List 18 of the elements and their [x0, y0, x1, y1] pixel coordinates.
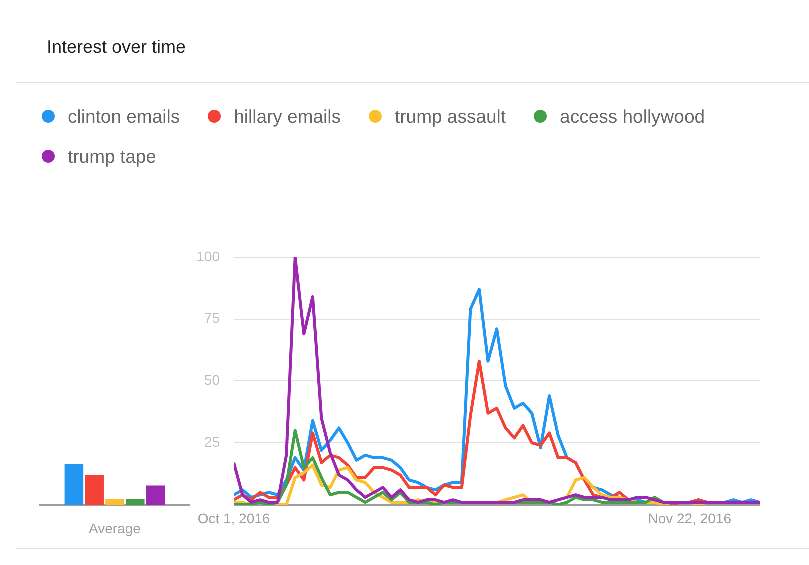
legend-label: trump tape	[67, 144, 156, 169]
bar	[85, 475, 104, 505]
x-tick-label: Oct 1, 2016	[198, 510, 270, 526]
legend-label: hillary emails	[233, 104, 341, 129]
y-tick-label: 100	[196, 248, 220, 264]
y-tick-label: 50	[204, 372, 220, 388]
bar	[106, 499, 124, 505]
legend-label: clinton emails	[67, 104, 180, 128]
bar	[126, 499, 145, 505]
x-tick-label: Average	[89, 520, 142, 536]
x-tick-label: Nov 22, 2016	[648, 510, 732, 526]
y-tick-label: 25	[204, 434, 220, 450]
legend-label: access hollywood	[559, 104, 706, 129]
chart-title: Interest over time	[47, 37, 186, 58]
y-tick-label: 75	[204, 310, 220, 326]
legend-label: trump assault	[394, 104, 506, 129]
bar	[146, 486, 166, 505]
bar	[64, 464, 84, 505]
